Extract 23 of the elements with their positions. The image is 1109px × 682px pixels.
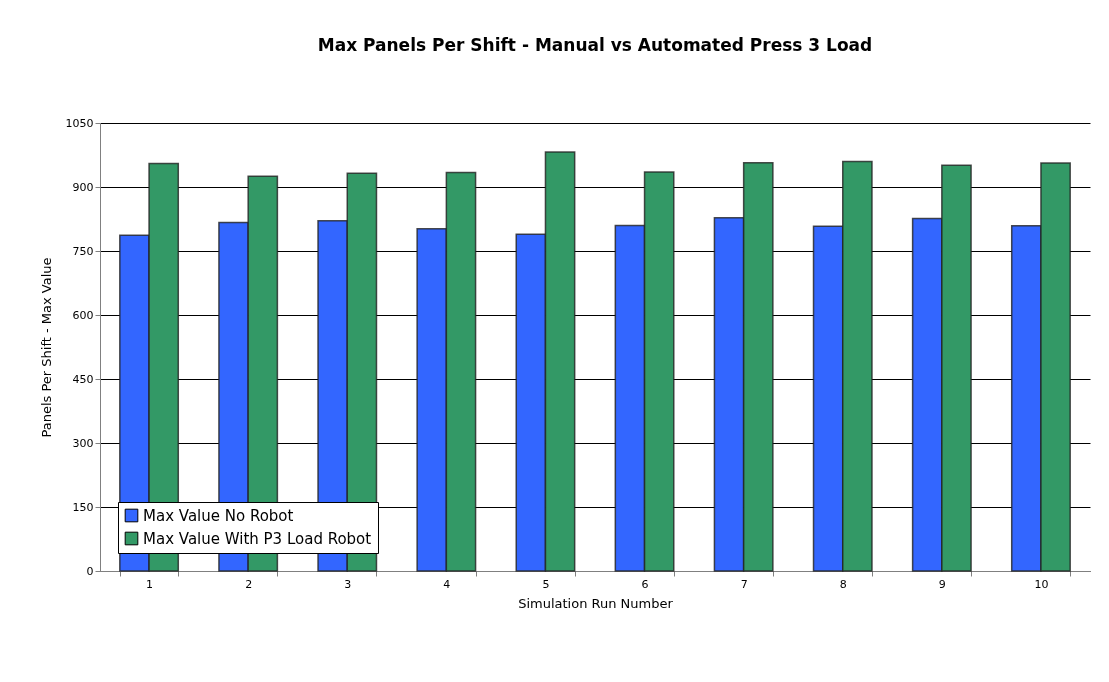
x-tick-label: 7 <box>740 577 748 591</box>
y-tick-label: 150 <box>72 500 94 514</box>
x-tick-label: 3 <box>344 577 352 591</box>
x-axis-title: Simulation Run Number <box>518 595 674 611</box>
y-tick-label: 450 <box>72 372 94 386</box>
y-axis-title: Panels Per Shift - Max Value <box>38 257 54 438</box>
y-tick-label: 300 <box>72 436 94 450</box>
chart-title: Max Panels Per Shift - Manual vs Automated Press 3 Load <box>317 35 873 55</box>
x-tick-label: 5 <box>542 577 550 591</box>
x-tick-label: 9 <box>938 577 946 591</box>
legend-label: Max Value With P3 Load Robot <box>143 529 372 548</box>
legend-label: Max Value No Robot <box>143 506 294 525</box>
y-tick-label: 600 <box>72 308 94 322</box>
x-tick-label: 10 <box>1034 577 1049 591</box>
y-tick-label: 0 <box>86 564 94 578</box>
x-tick-label: 2 <box>245 577 253 591</box>
x-tick-label: 8 <box>839 577 847 591</box>
x-tick-label: 1 <box>146 577 154 591</box>
y-tick-label: 750 <box>72 244 94 258</box>
x-tick-label: 6 <box>641 577 649 591</box>
x-tick-label: 4 <box>443 577 451 591</box>
y-tick-label: 1050 <box>65 116 94 130</box>
y-tick-label: 900 <box>72 180 94 194</box>
